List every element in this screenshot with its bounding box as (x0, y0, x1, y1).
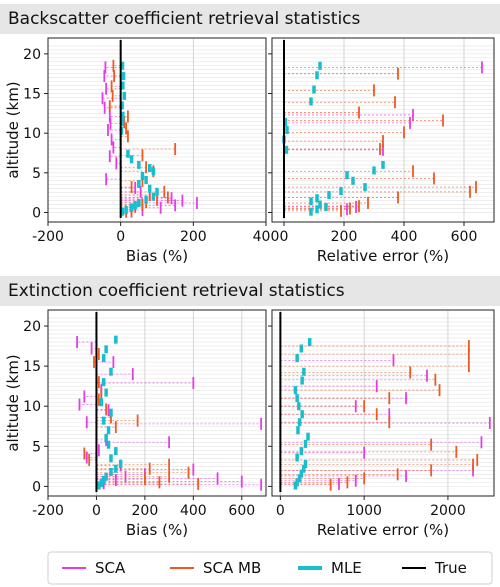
series-sca (101, 61, 198, 218)
x-tick-label: 200 (180, 229, 207, 245)
legend: SCA SCA MB MLE True (47, 551, 493, 585)
x-tick-label: 400 (180, 503, 207, 519)
x-tick-label: 0 (116, 229, 125, 245)
series-sca-mb (280, 340, 479, 491)
x-tick-label: -200 (32, 229, 64, 245)
series-mle (119, 61, 159, 216)
panel-frame (47, 309, 267, 497)
x-tick-label: 600 (228, 503, 255, 519)
x-tick-label: 0 (92, 503, 101, 519)
backscatter-section-title: Backscatter coefficient retrieval statis… (0, 4, 500, 34)
x-tick-label: -200 (32, 503, 64, 519)
x-tick-label: 600 (451, 229, 478, 245)
panel-frame (271, 37, 495, 223)
x-tick-label: 1000 (346, 503, 382, 519)
series-sca-mb (83, 336, 200, 490)
x-tick-label: 200 (331, 229, 358, 245)
x-tick-label: 2000 (430, 503, 466, 519)
legend-frame (47, 551, 493, 585)
panel-1-1: 0 1000 2000 Relative error (%) (268, 309, 495, 539)
extinction-section-title: Extinction coefficient retrieval statist… (0, 276, 500, 306)
series-mle (97, 335, 123, 490)
x-tick-label: 0 (280, 229, 289, 245)
x-axis-label: Relative error (%) (317, 247, 449, 265)
legend-label-mle: MLE (331, 559, 362, 577)
y-tick-label: 20 (23, 319, 41, 335)
x-tick-label: 200 (132, 503, 159, 519)
panel-frame (271, 309, 495, 497)
legend-label-sca-mb: SCA MB (203, 559, 261, 577)
series-sca (284, 61, 483, 216)
panel-0-0: -200 0 200 400 0 5 10 15 20 Bias (%) (23, 37, 280, 265)
y-axis-label: altitude (km) (4, 81, 22, 178)
y-tick-label: 5 (32, 439, 41, 455)
y-tick-label: 10 (23, 399, 41, 415)
y-tick-label: 0 (32, 205, 41, 221)
x-tick-label: 400 (253, 229, 280, 245)
panel-frame (47, 37, 267, 223)
y-tick-label: 20 (23, 47, 41, 63)
x-tick-label: 400 (391, 229, 418, 245)
x-axis-label: Bias (%) (126, 521, 188, 539)
y-axis-label: altitude (km) (4, 354, 22, 451)
panel-1-0: -200 0 200 400 600 0 5 10 15 20 Bias (%) (23, 309, 267, 539)
y-tick-label: 0 (32, 479, 41, 495)
x-axis-label: Relative error (%) (317, 521, 449, 539)
y-tick-label: 15 (23, 359, 41, 375)
x-tick-label: 0 (276, 503, 285, 519)
y-tick-label: 10 (23, 126, 41, 142)
legend-label-true: True (434, 559, 467, 577)
series-sca-mb (108, 59, 177, 218)
x-axis-label: Bias (%) (126, 247, 188, 265)
series-mle (293, 338, 312, 490)
y-tick-label: 5 (32, 166, 41, 182)
y-tick-label: 15 (23, 87, 41, 103)
legend-label-sca: SCA (95, 559, 126, 577)
series-mle (282, 61, 385, 216)
